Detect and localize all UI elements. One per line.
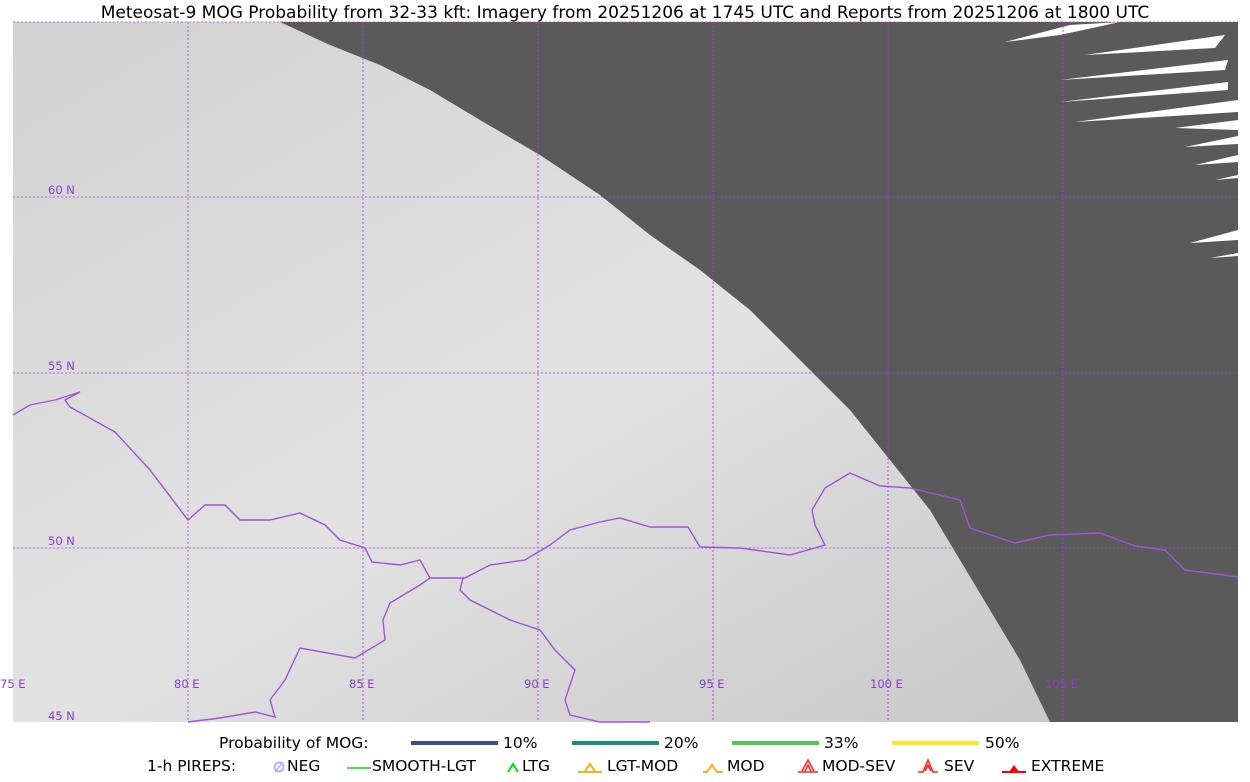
pirep-legend-title: 1-h PIREPS: xyxy=(147,757,237,775)
mog-33-swatch xyxy=(732,741,819,745)
country-borders xyxy=(12,391,1239,723)
satellite-map: 60 N 55 N 50 N 45 N 75 E 80 E 85 E 90 E … xyxy=(0,21,1239,723)
neg-circle-slash-icon xyxy=(273,761,285,773)
scan-artifacts xyxy=(1005,22,1238,258)
pirep-extreme-label: EXTREME xyxy=(1031,757,1105,775)
mog-20-swatch xyxy=(572,741,659,745)
pirep-smooth-lgt-label: SMOOTH-LGT xyxy=(372,757,476,775)
mog-10-swatch xyxy=(411,741,498,745)
mog-legend-title: Probability of MOG: xyxy=(219,734,369,752)
mog-20-label: 20% xyxy=(664,734,699,752)
lat-label-45n: 45 N xyxy=(48,709,75,723)
lon-label-105e: 105 E xyxy=(1045,677,1078,691)
lon-label-75e: 75 E xyxy=(0,677,26,691)
lat-label-50n: 50 N xyxy=(48,534,75,548)
lon-label-90e: 90 E xyxy=(524,677,550,691)
lon-label-85e: 85 E xyxy=(349,677,375,691)
lon-label-80e: 80 E xyxy=(174,677,200,691)
lon-label-95e: 95 E xyxy=(699,677,725,691)
lat-label-55n: 55 N xyxy=(48,359,75,373)
pirep-mod-sev-label: MOD-SEV xyxy=(822,757,896,775)
extreme-filled-triangle-icon xyxy=(1002,765,1026,773)
pirep-mod-label: MOD xyxy=(727,757,765,775)
lat-labels: 60 N 55 N 50 N 45 N xyxy=(48,183,75,723)
map-title: Meteosat-9 MOG Probability from 32-33 kf… xyxy=(100,3,1150,23)
smooth-lgt-line-icon xyxy=(347,767,371,769)
ltg-caret-icon xyxy=(507,762,519,773)
mod-sev-double-caret-bar-icon xyxy=(798,758,818,773)
pirep-neg-label: NEG xyxy=(287,757,321,775)
lgt-mod-caret-bar-icon xyxy=(578,762,602,773)
pirep-ltg-label: LTG xyxy=(522,757,550,775)
graticule xyxy=(13,21,1238,722)
mog-50-label: 50% xyxy=(985,734,1020,752)
lon-labels: 75 E 80 E 85 E 90 E 95 E 100 E 105 E xyxy=(0,677,1078,691)
pirep-lgt-mod-label: LGT-MOD xyxy=(607,757,679,775)
sev-double-caret-icon xyxy=(918,758,938,773)
mog-33-label: 33% xyxy=(824,734,859,752)
lon-label-100e: 100 E xyxy=(870,677,903,691)
mog-10-label: 10% xyxy=(503,734,538,752)
mog-50-swatch xyxy=(892,741,979,745)
lat-label-60n: 60 N xyxy=(48,183,75,197)
pirep-sev-label: SEV xyxy=(944,757,975,775)
mod-caret-icon xyxy=(703,763,723,773)
